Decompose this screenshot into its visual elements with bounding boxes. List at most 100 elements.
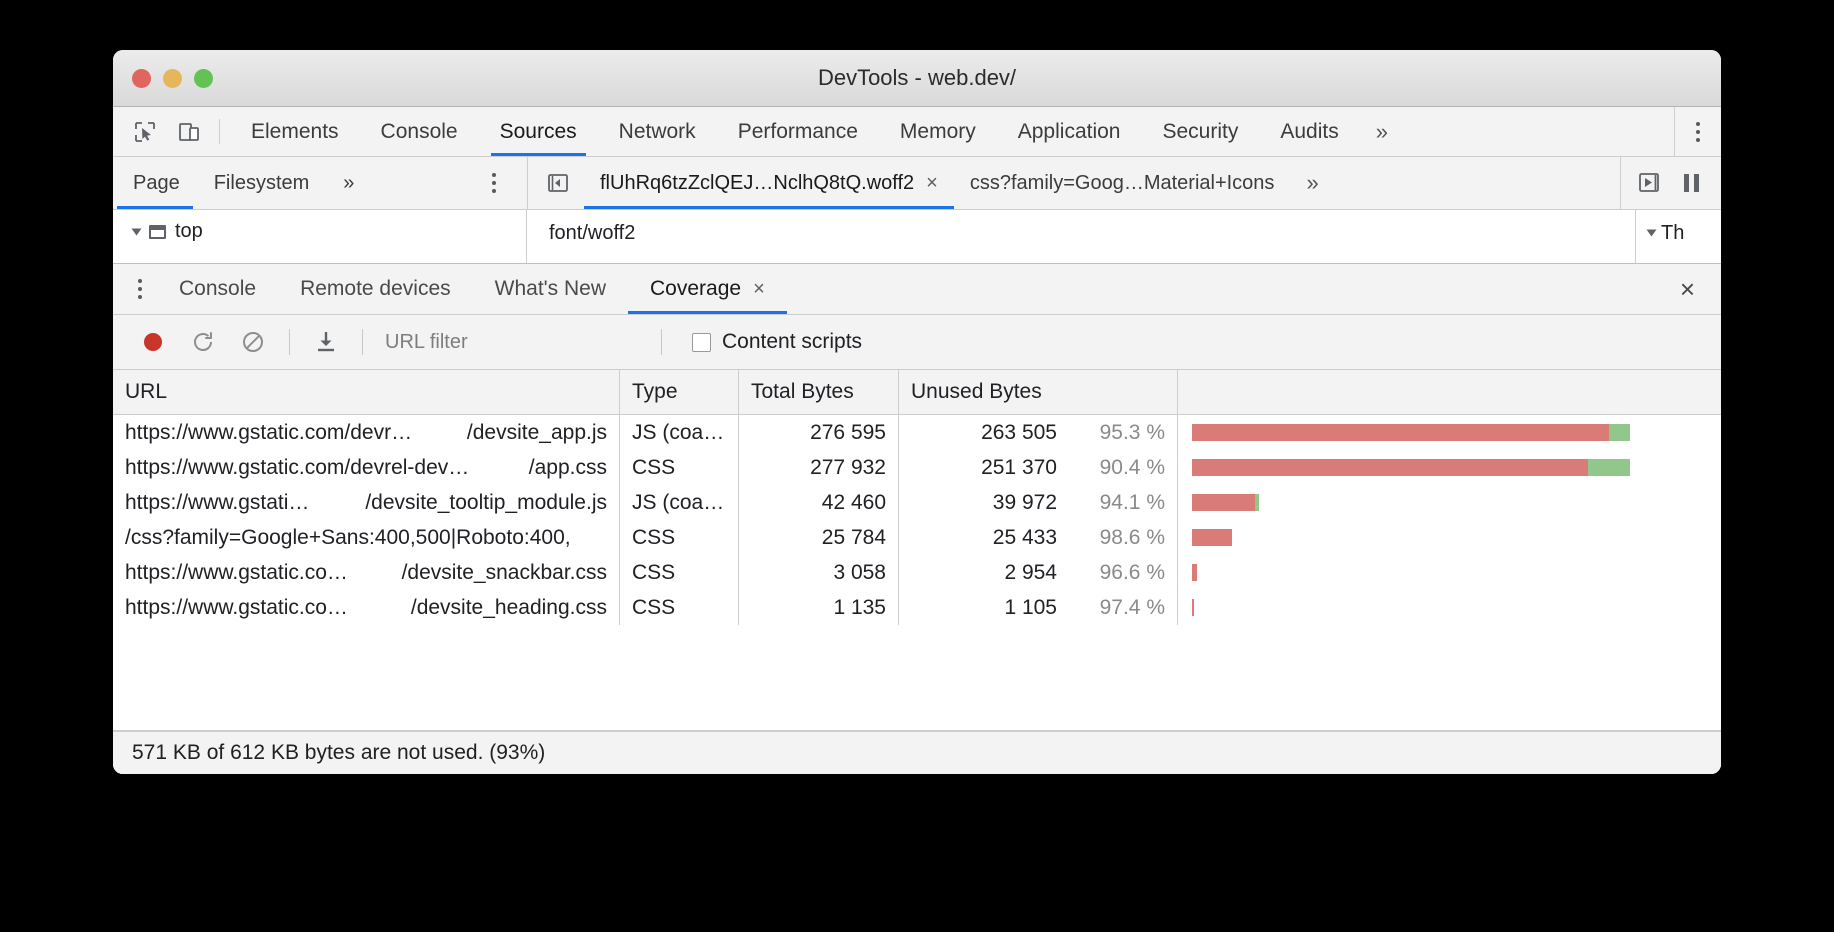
cell-unused-bytes: 2 954 96.6 %: [899, 555, 1178, 590]
cell-unused-bytes: 251 370 90.4 %: [899, 450, 1178, 485]
column-header-total-bytes[interactable]: Total Bytes: [739, 370, 899, 414]
table-row[interactable]: https://www.gstatic.com/devr… /devsite_ap…: [113, 415, 1721, 450]
editor-tab-woff2-label: flUhRq6tzZclQEJ…NclhQ8tQ.woff2: [600, 171, 915, 194]
tab-elements[interactable]: Elements: [230, 107, 360, 156]
drawer-tab-coverage[interactable]: Coverage ×: [628, 264, 787, 314]
bar-segment-unused: [1192, 494, 1255, 511]
tab-elements-label: Elements: [251, 119, 339, 143]
table-row[interactable]: https://www.gstatic.co… /devsite_heading.…: [113, 590, 1721, 625]
main-tab-list: Elements Console Sources Network Perform…: [230, 107, 1674, 156]
table-row[interactable]: /css?family=Google+Sans:400,500|Roboto:4…: [113, 520, 1721, 555]
debugger-sidebar-label: Th: [1661, 222, 1685, 244]
tab-network[interactable]: Network: [598, 107, 717, 156]
coverage-bar: [1192, 529, 1707, 546]
unused-bytes-value: 39 972: [992, 490, 1057, 514]
editor-tab-css-family[interactable]: css?family=Goog…Material+Icons: [954, 157, 1291, 209]
url-host: https://www.gstati…: [125, 490, 310, 514]
cell-url: https://www.gstatic.com/devr… /devsite_ap…: [113, 415, 620, 450]
drawer-tab-remote-devices[interactable]: Remote devices: [278, 264, 473, 314]
coverage-bar: [1192, 459, 1707, 476]
drawer-close-icon[interactable]: ×: [1679, 273, 1695, 304]
coverage-record-button[interactable]: [129, 318, 177, 366]
tab-performance[interactable]: Performance: [717, 107, 879, 156]
coverage-url-filter-input[interactable]: [375, 330, 599, 354]
expand-triangle-icon[interactable]: [131, 228, 142, 235]
cell-total-bytes: 3 058: [739, 555, 899, 590]
main-tabs-overflow-icon[interactable]: »: [1375, 118, 1388, 144]
window-controls: [132, 69, 213, 88]
bar-segment-unused: [1192, 459, 1588, 476]
bar-segment-used: [1254, 494, 1259, 511]
coverage-export-button[interactable]: [302, 318, 350, 366]
coverage-bar: [1192, 424, 1707, 441]
tab-sources[interactable]: Sources: [479, 107, 598, 156]
editor-tab-woff2[interactable]: flUhRq6tzZclQEJ…NclhQ8tQ.woff2 ×: [584, 157, 954, 209]
cell-total-bytes: 276 595: [739, 415, 899, 450]
drawer-tab-coverage-close-icon[interactable]: ×: [753, 278, 765, 300]
tab-audits[interactable]: Audits: [1259, 107, 1359, 156]
minimize-window-button[interactable]: [163, 69, 182, 88]
editor-mime-type: font/woff2: [549, 222, 636, 244]
drawer-tab-remote-devices-label: Remote devices: [300, 277, 451, 300]
tab-application-label: Application: [1017, 119, 1121, 143]
cell-type: CSS: [620, 590, 739, 625]
nav-tab-filesystem[interactable]: Filesystem: [197, 157, 327, 209]
url-path: /devsite_tooltip_module.js: [365, 490, 607, 514]
cell-coverage-bar: [1178, 450, 1721, 485]
editor-tab-woff2-close-icon[interactable]: ×: [926, 172, 938, 194]
column-header-url[interactable]: URL: [113, 370, 620, 414]
nav-tab-filesystem-label: Filesystem: [213, 171, 310, 194]
cell-url: https://www.gstati… /devsite_tooltip_modu…: [113, 485, 620, 520]
bar-segment-unused: [1192, 529, 1233, 546]
table-row[interactable]: https://www.gstatic.com/devrel-dev… /app.…: [113, 450, 1721, 485]
drawer-more-tools-icon[interactable]: [123, 264, 157, 313]
unused-bytes-value: 1 105: [1004, 595, 1057, 619]
table-row[interactable]: https://www.gstatic.co… /devsite_snackbar…: [113, 555, 1721, 590]
bar-segment-unused: [1192, 564, 1197, 581]
devtools-window: DevTools - web.dev/: [113, 50, 1721, 774]
show-navigator-icon[interactable]: [528, 157, 584, 209]
close-window-button[interactable]: [132, 69, 151, 88]
drawer-tab-console[interactable]: Console: [157, 264, 278, 314]
nav-pane-more-options-icon[interactable]: [477, 159, 511, 208]
content-scripts-checkbox[interactable]: [692, 332, 711, 352]
sidebar-expand-triangle-icon[interactable]: [1646, 229, 1657, 237]
url-path: /devsite_heading.css: [410, 595, 607, 619]
nav-tabs-overflow-icon[interactable]: »: [343, 171, 355, 194]
sources-content-strip: top font/woff2 Th: [113, 210, 1721, 266]
debugger-controls: [1620, 157, 1721, 209]
devtools-settings-kebab-icon[interactable]: [1681, 107, 1715, 156]
tab-security[interactable]: Security: [1141, 107, 1259, 156]
coverage-clear-button[interactable]: [229, 318, 277, 366]
cell-unused-bytes: 263 505 95.3 %: [899, 415, 1178, 450]
coverage-table: URL Type Total Bytes Unused Bytes https:…: [113, 370, 1721, 774]
url-host: https://www.gstatic.co…: [125, 560, 348, 584]
sources-subtoolbar: Page Filesystem » flUhRq6tzZclQEJ…NclhQ8…: [113, 157, 1721, 210]
drawer-tab-console-label: Console: [179, 277, 257, 300]
cell-coverage-bar: [1178, 485, 1721, 520]
pause-script-icon[interactable]: [1679, 170, 1705, 196]
editor-tabs-overflow-icon[interactable]: »: [1306, 170, 1319, 195]
device-toolbar-icon[interactable]: [167, 107, 211, 156]
tab-application[interactable]: Application: [997, 107, 1142, 156]
tab-performance-label: Performance: [737, 119, 858, 143]
drawer-tab-whats-new[interactable]: What's New: [473, 264, 628, 314]
cell-url: https://www.gstatic.co… /devsite_snackbar…: [113, 555, 620, 590]
coverage-reload-button[interactable]: [179, 318, 227, 366]
maximize-window-button[interactable]: [194, 69, 213, 88]
tab-console[interactable]: Console: [360, 107, 479, 156]
content-scripts-checkbox-group[interactable]: Content scripts: [674, 330, 862, 354]
tab-memory[interactable]: Memory: [879, 107, 997, 156]
inspect-element-icon[interactable]: [123, 107, 167, 156]
window-titlebar: DevTools - web.dev/: [113, 50, 1721, 107]
sources-nav-tabs: Page Filesystem »: [113, 157, 528, 209]
unused-percent: 94.1 %: [1099, 490, 1165, 514]
column-header-unused-bytes[interactable]: Unused Bytes: [899, 370, 1178, 414]
nav-tab-page[interactable]: Page: [113, 157, 197, 209]
resume-script-icon[interactable]: [1637, 170, 1663, 196]
nav-pane-kebab-wrap: [477, 157, 527, 209]
drawer-tab-coverage-label: Coverage: [650, 277, 742, 300]
column-header-type[interactable]: Type: [620, 370, 739, 414]
tree-item-top[interactable]: top: [131, 220, 526, 243]
table-row[interactable]: https://www.gstati… /devsite_tooltip_modu…: [113, 485, 1721, 520]
